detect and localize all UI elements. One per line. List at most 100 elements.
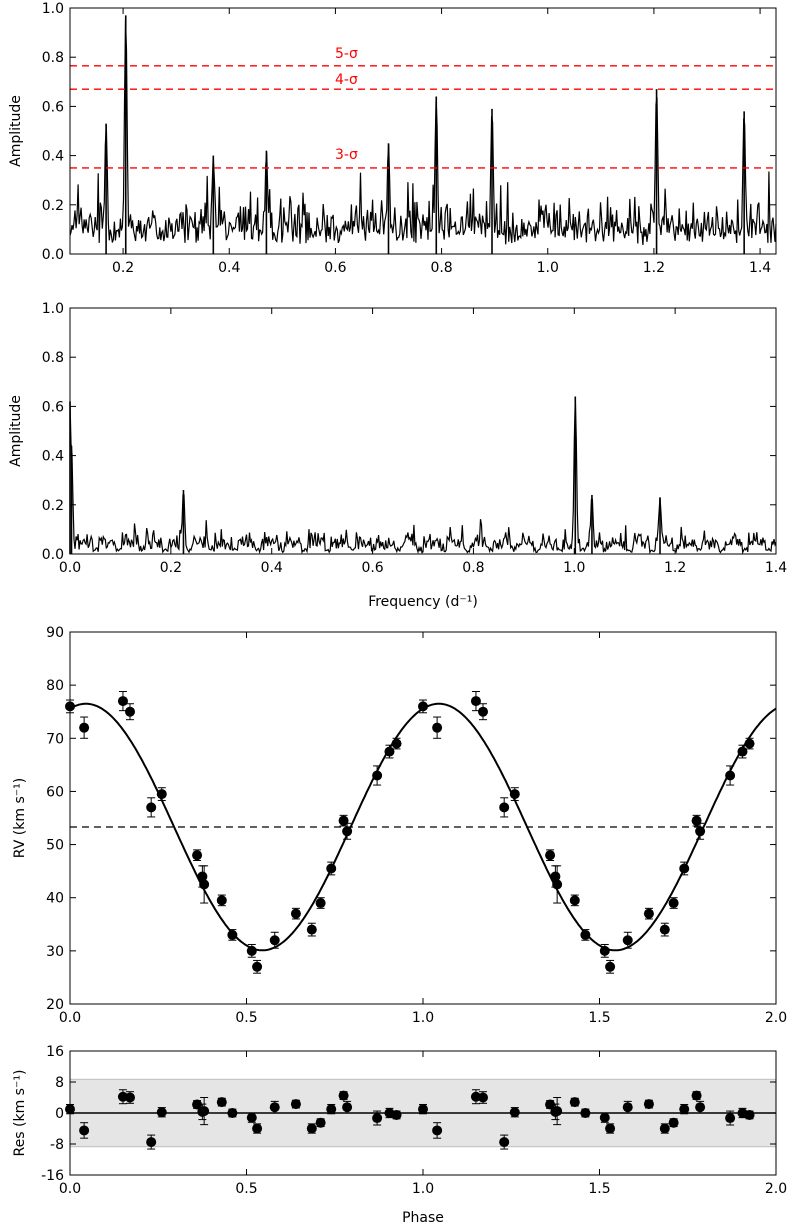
periodogram-bottom-ylabel: Amplitude	[8, 395, 24, 467]
rv-point	[418, 701, 428, 712]
rv-point	[599, 945, 610, 956]
residual-point	[552, 1106, 563, 1117]
periodogram-bottom-ytick-label: 1.0	[42, 301, 64, 317]
periodogram-top-panel: 0.2 0.4 0.6 0.8 1.0 1.2 1.40.00.20.40.60.81.0 …	[8, 1, 777, 276]
residual-point	[691, 1090, 702, 1101]
rv-point	[197, 871, 208, 882]
residual-point	[744, 1109, 755, 1120]
rv-point	[659, 924, 670, 935]
rv-point	[695, 826, 706, 837]
rv-point	[725, 770, 736, 781]
rv-point	[79, 722, 90, 733]
rv-xtick-label: 1.0	[412, 1010, 434, 1026]
rv-point	[478, 706, 489, 717]
residual-point	[599, 1112, 610, 1123]
residual-point	[679, 1104, 690, 1115]
rv-point	[216, 895, 227, 906]
residuals-ytick-label: 16	[46, 1044, 64, 1060]
residual-point	[192, 1099, 203, 1110]
rv-point	[550, 871, 561, 882]
residual-point	[342, 1102, 353, 1113]
residuals-ytick-label: -8	[50, 1137, 64, 1153]
sigma-5-label: 5-σ	[335, 46, 358, 62]
residual-point	[146, 1137, 157, 1148]
residuals-xtick-label: 2.0	[765, 1181, 787, 1197]
rv-point	[545, 850, 556, 861]
sigma-4-label: 4-σ	[335, 72, 358, 88]
residual-point	[659, 1123, 670, 1134]
rv-ytick-label: 40	[46, 891, 64, 907]
residual-point	[509, 1107, 520, 1118]
residual-point	[269, 1102, 280, 1113]
rv-xtick-label: 2.0	[765, 1010, 787, 1026]
rv-point	[580, 929, 591, 940]
residual-point	[668, 1117, 679, 1128]
residual-point	[622, 1102, 633, 1113]
rv-curve-frame	[69, 631, 777, 1005]
rv-ytick-label: 80	[46, 678, 64, 694]
residual-point	[725, 1113, 736, 1124]
periodogram-top-ytick-label: 0.2	[42, 198, 64, 214]
residual-point	[478, 1092, 489, 1103]
rv-point	[306, 924, 317, 935]
rv-point	[156, 789, 167, 800]
rv-point	[227, 929, 238, 940]
residual-point	[290, 1099, 301, 1110]
residual-point	[372, 1113, 383, 1124]
residuals-panel: 0.0 0.5 1.0 1.5 2.0 16 8 0 -8 -16 Res (km s⁻¹) Ph…	[12, 1044, 787, 1226]
residuals-frame	[69, 1050, 777, 1176]
periodogram-bottom-xtick-label: 1.0	[563, 560, 585, 576]
periodogram-top-xtick-label: 0.8	[430, 260, 452, 276]
residual-point	[391, 1109, 402, 1120]
rv-point	[290, 908, 301, 919]
periodogram-top-xtick-label: 1.0	[537, 260, 559, 276]
residual-point	[605, 1123, 616, 1134]
periodogram-top-frame	[69, 7, 777, 255]
periodogram-top-xtick-label: 0.4	[218, 260, 240, 276]
rv-point	[391, 738, 402, 749]
rv-point	[509, 789, 520, 800]
residual-point	[252, 1123, 263, 1134]
sigma-3-label: 3-σ	[335, 147, 358, 163]
rv-point	[384, 746, 395, 757]
rv-ylabel: RV (km s⁻¹)	[12, 778, 28, 858]
rv-point	[432, 722, 443, 733]
rv-point	[737, 746, 748, 757]
periodogram-top-xtick-label: 1.2	[643, 260, 665, 276]
rv-ytick-label: 30	[46, 944, 64, 960]
periodogram-bottom-xtick-label: 0.0	[59, 560, 81, 576]
phase-xlabel: Phase	[402, 1210, 444, 1226]
frequency-xlabel: Frequency (d⁻¹)	[368, 594, 478, 610]
periodogram-bottom-ytick-label: 0.2	[42, 498, 64, 514]
residual-point	[306, 1123, 317, 1134]
rv-point	[269, 935, 280, 946]
periodogram-trace	[69, 20, 777, 246]
residual-point	[643, 1099, 654, 1110]
rv-point	[569, 895, 580, 906]
periodogram-bottom-panel: 0.0 0.2 0.4 0.6 0.8 1.0 1.2 1.4 0.0 0.2 0.4 0.6 0.8 1…	[8, 301, 787, 610]
rv-point	[470, 696, 481, 707]
rv-point	[605, 961, 616, 972]
periodogram-top-ytick-label: 1.0	[42, 1, 64, 17]
rv-xtick-label: 0.5	[235, 1010, 257, 1026]
residuals-xtick-label: 0.5	[235, 1181, 257, 1197]
periodogram-bottom-xtick-label: 1.2	[664, 560, 686, 576]
residual-point	[246, 1112, 257, 1123]
rv-ytick-label: 20	[46, 997, 64, 1013]
periodogram-top-xtick-label: 0.2	[112, 260, 134, 276]
rv-point	[643, 908, 654, 919]
residual-point	[499, 1137, 510, 1148]
residual-point	[695, 1102, 706, 1113]
residuals-xtick-label: 1.5	[588, 1181, 610, 1197]
rv-point	[252, 961, 263, 972]
rv-point	[499, 802, 510, 813]
rv-ytick-label: 70	[46, 731, 64, 747]
periodogram-bottom-xtick-label: 1.4	[765, 560, 787, 576]
residual-point	[569, 1097, 580, 1108]
periodogram-bottom-ytick-label: 0.0	[42, 547, 64, 563]
residual-point	[418, 1104, 428, 1115]
rv-curve-panel: 0.0 0.5 1.0 1.5 2.0 20 30 40 50 60 70 80 90 RV (km s…	[12, 625, 787, 1026]
rv-point	[246, 945, 257, 956]
rv-xtick-label: 1.5	[588, 1010, 610, 1026]
